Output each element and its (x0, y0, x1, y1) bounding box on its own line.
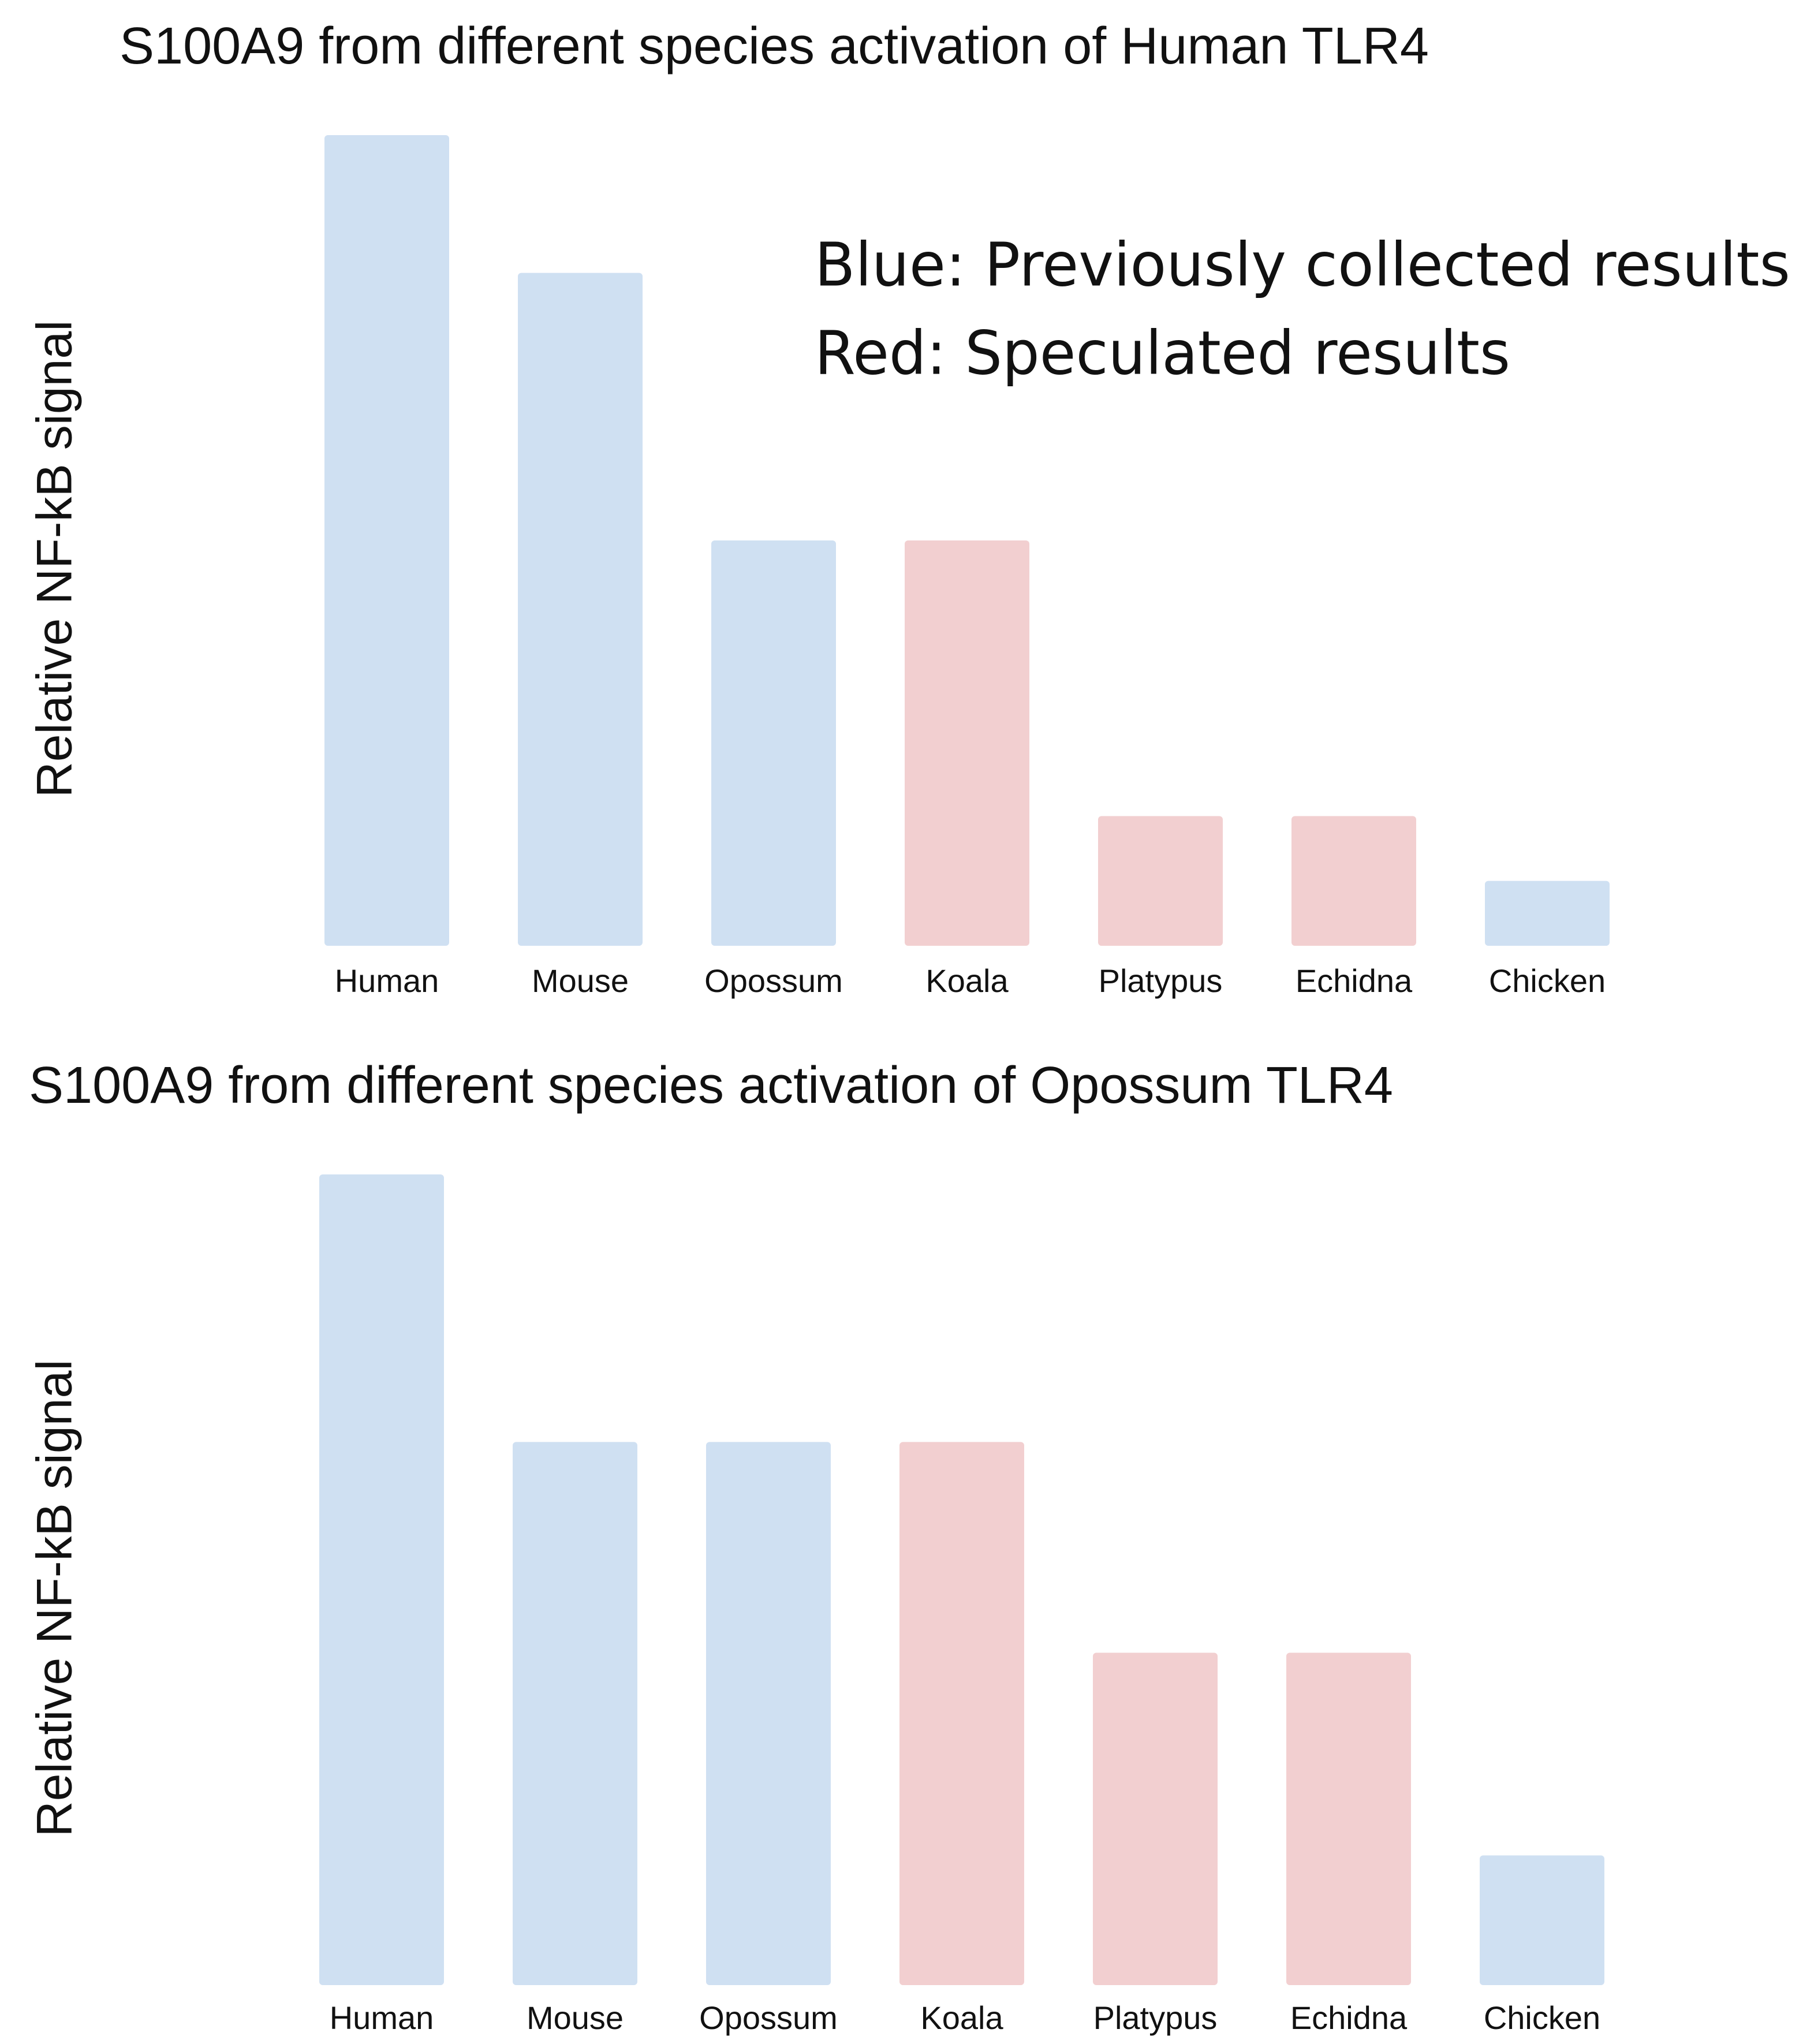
x-tick-label: Echidna (1296, 963, 1413, 999)
bar (905, 540, 1029, 946)
bar (1098, 816, 1223, 946)
x-tick-label: Koala (925, 963, 1009, 999)
x-tick-label: Platypus (1099, 963, 1223, 999)
figure: S100A9 from different species activation… (0, 0, 1803, 2044)
x-tick-label: Platypus (1093, 2000, 1218, 2036)
y-axis-label: Relative NF-kB signal (27, 1360, 83, 1837)
bar (899, 1442, 1024, 1985)
bar (711, 540, 836, 946)
chart-title: S100A9 from different species activation… (29, 1057, 1393, 1114)
bar (1093, 1653, 1218, 1985)
bar (1291, 816, 1416, 946)
y-axis-label: Relative NF-kB signal (27, 320, 83, 798)
bar (324, 135, 449, 946)
x-tick-label: Human (330, 2000, 434, 2036)
bar (706, 1442, 831, 1985)
x-tick-label: Chicken (1484, 2000, 1600, 2036)
chart-title: S100A9 from different species activation… (120, 17, 1429, 75)
bar (1485, 881, 1610, 946)
x-tick-label: Mouse (532, 963, 629, 999)
x-tick-label: Echidna (1290, 2000, 1408, 2036)
bar (1480, 1855, 1604, 1985)
x-tick-label: Opossum (704, 963, 843, 999)
bar (518, 273, 643, 946)
annotation: Blue: Previously collected results (815, 229, 1790, 300)
x-tick-label: Human (335, 963, 439, 999)
annotation: Red: Speculated results (815, 318, 1510, 388)
x-tick-label: Opossum (699, 2000, 838, 2036)
bar (513, 1442, 637, 1985)
bar (1286, 1653, 1411, 1985)
x-tick-label: Chicken (1489, 963, 1606, 999)
x-tick-label: Mouse (527, 2000, 624, 2036)
x-tick-label: Koala (920, 2000, 1003, 2036)
bar (319, 1174, 444, 1985)
